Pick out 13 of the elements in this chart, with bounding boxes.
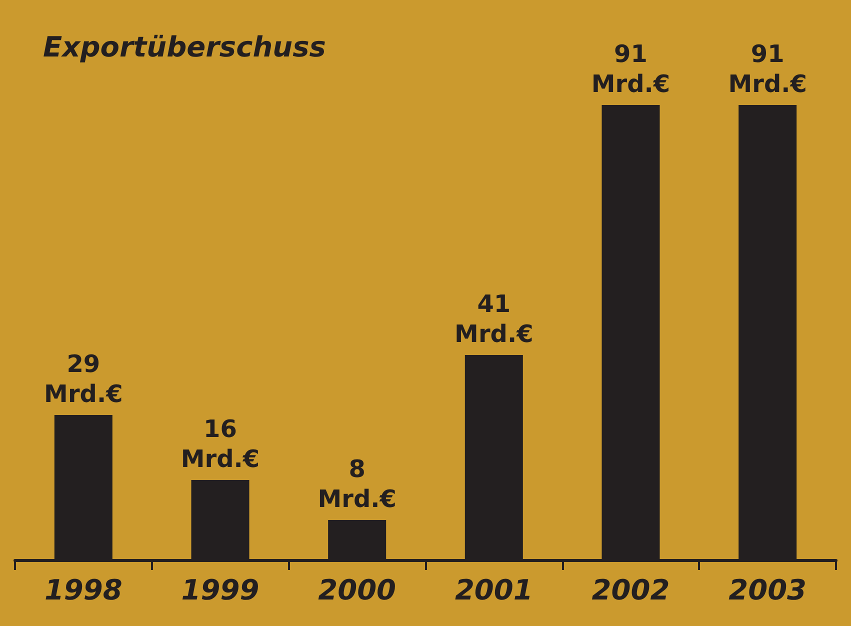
- x-tick-label: 2003: [728, 574, 807, 606]
- x-tick-label: 1999: [181, 574, 260, 606]
- x-tick-label: 2000: [318, 574, 396, 606]
- data-label: 41 Mrd.€: [454, 290, 534, 348]
- x-tick-label: 1998: [44, 574, 122, 606]
- x-tick-label: 2002: [592, 574, 670, 606]
- data-label: 91 Mrd.€: [591, 40, 670, 98]
- data-label: 91 Mrd.€: [728, 40, 807, 98]
- data-label: 8 Mrd.€: [318, 455, 396, 513]
- x-tick-label: 2001: [454, 574, 533, 606]
- data-label: 29 Mrd.€: [44, 350, 123, 408]
- data-label: 16 Mrd.€: [180, 415, 260, 473]
- chart-title: Exportüberschuss: [43, 30, 326, 64]
